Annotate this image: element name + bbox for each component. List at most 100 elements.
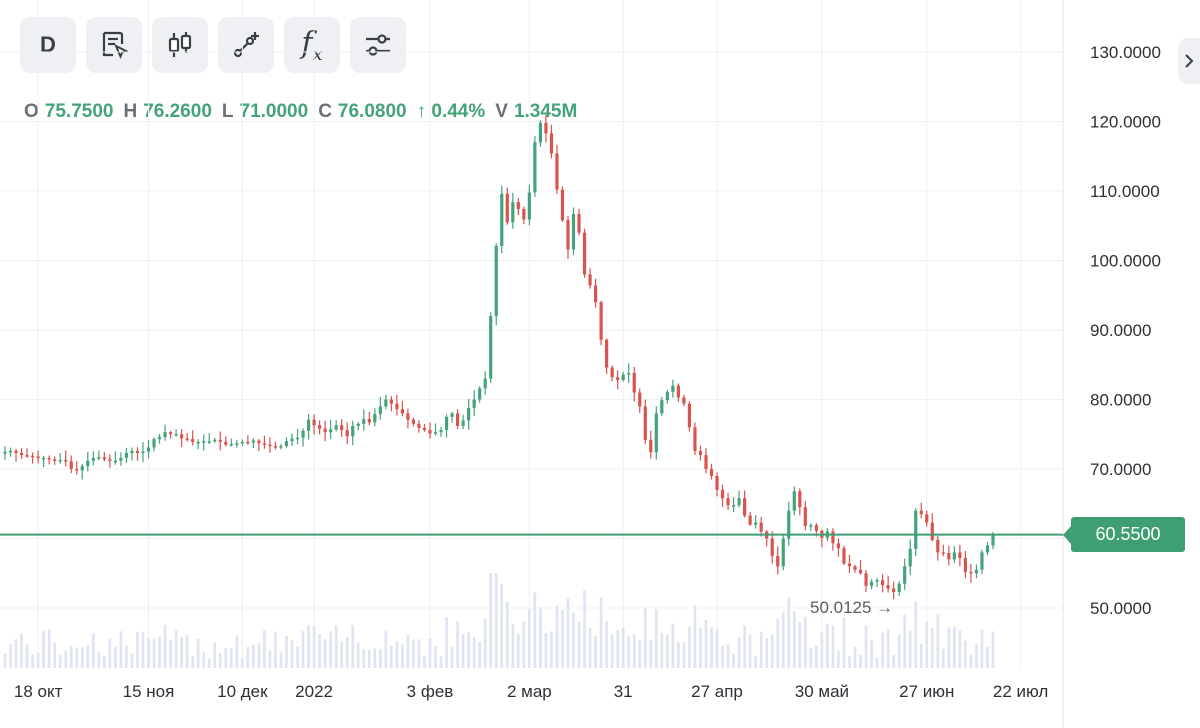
indicators-button[interactable]: fx (284, 17, 340, 73)
volume-bar (577, 621, 581, 668)
candle-body (483, 378, 487, 389)
volume-bar (539, 607, 542, 668)
settings-button[interactable] (350, 17, 406, 73)
y-tick-label: 100.0000 (1090, 252, 1161, 271)
volume-bar (688, 626, 691, 668)
candle-body (196, 441, 200, 444)
volume-bar (230, 648, 233, 668)
volume-bar (975, 644, 978, 668)
candle-body (577, 213, 581, 233)
volume-bar (792, 611, 796, 668)
candle-body (163, 432, 167, 438)
y-tick-label: 120.0000 (1090, 113, 1161, 132)
volume-bar (20, 633, 23, 668)
y-tick-label: 90.0000 (1090, 321, 1151, 340)
candle-body (273, 446, 278, 448)
x-tick-label: 2 мар (507, 682, 552, 701)
volume-bar (953, 626, 956, 668)
candle-body (599, 302, 603, 340)
volume-bar (169, 639, 172, 668)
volume-bar (80, 647, 84, 668)
notes-button[interactable] (86, 17, 142, 73)
candle-body (180, 434, 184, 439)
volume-bar (274, 631, 277, 668)
volume-bar (263, 630, 266, 668)
high-value: 76.2600 (143, 101, 212, 122)
volume-bar (180, 636, 183, 668)
candle-body (334, 425, 338, 430)
candle-body (3, 451, 7, 454)
y-tick-label: 70.0000 (1090, 460, 1151, 479)
volume-bar (384, 631, 388, 668)
volume-bar (848, 656, 851, 668)
candle-body (262, 443, 267, 445)
volume-bar (594, 635, 597, 668)
candle-body (649, 439, 653, 453)
volume-bar (897, 634, 901, 668)
volume-bar (809, 647, 813, 668)
volume-bar (185, 635, 189, 668)
volume-bar (826, 623, 829, 668)
chart-type-button[interactable] (152, 17, 208, 73)
candle-body (135, 450, 140, 454)
candle-body (593, 285, 598, 303)
volume-bar (693, 604, 697, 668)
candle-body (985, 545, 990, 553)
interval-button[interactable]: D (20, 17, 76, 73)
candle-body (715, 475, 719, 490)
y-tick-label: 80.0000 (1090, 391, 1151, 410)
candles-icon (168, 32, 192, 57)
volume-bar (671, 623, 675, 668)
low-key: L (221, 101, 234, 122)
volume-bar (47, 629, 51, 668)
candle-body (930, 522, 934, 540)
volume-bar (666, 634, 669, 668)
x-tick-label: 27 июн (899, 682, 954, 701)
candle-body (936, 539, 940, 553)
candle-body (864, 573, 868, 586)
volume-bar (522, 621, 526, 668)
volume-bar (748, 634, 752, 668)
candle-body (560, 189, 565, 221)
candle-body (500, 193, 504, 246)
candle-body (146, 447, 151, 452)
volume-bar (875, 657, 879, 668)
candle-body (698, 450, 703, 456)
volume-bar (544, 633, 548, 668)
candle-body (422, 427, 427, 431)
candle-body (213, 439, 217, 442)
candle-body (246, 441, 250, 444)
y-tick-label: 50.0000 (1090, 599, 1151, 618)
volume-bar (776, 618, 780, 668)
volume-bar (64, 651, 68, 668)
volume-bar (494, 573, 498, 668)
volume-bar (677, 642, 680, 668)
candle-body (831, 531, 835, 544)
candle-body (991, 534, 995, 546)
candle-body (279, 446, 283, 448)
candle-body (141, 451, 145, 454)
volume-bar (401, 644, 404, 668)
volume-bar (754, 656, 757, 668)
volume-bar (588, 628, 592, 668)
volume-bar (257, 642, 261, 668)
ohlc-close: C 76.0800 (318, 101, 406, 123)
volume-bar (964, 640, 967, 668)
volume-bar (323, 639, 327, 668)
drawing-tools-button[interactable] (218, 17, 274, 73)
volume-bar (798, 622, 802, 668)
volume-bar (710, 627, 713, 668)
candle-body (30, 455, 35, 458)
volume-bar (566, 597, 570, 668)
volume-bar (53, 642, 56, 668)
expand-panel-button[interactable] (1178, 38, 1200, 84)
candle-body (720, 489, 725, 499)
volume-bar (191, 655, 194, 668)
volume-bar (285, 635, 288, 668)
candle-body (306, 419, 311, 431)
volume-bar (991, 631, 995, 668)
volume-bar (853, 646, 857, 668)
candle-body (235, 443, 239, 445)
candle-body (152, 439, 156, 448)
